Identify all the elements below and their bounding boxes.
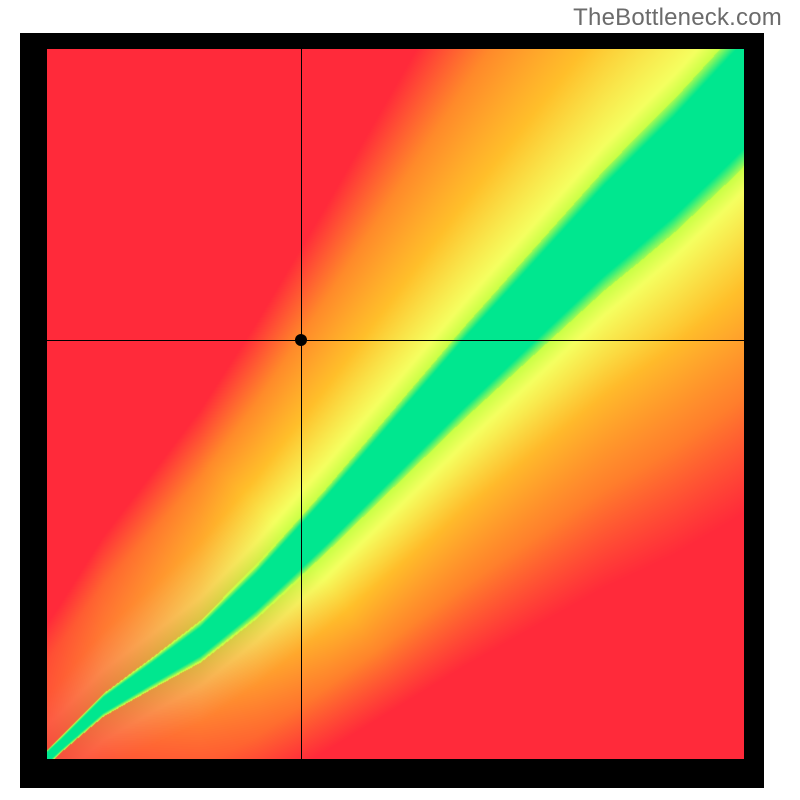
heatmap-canvas [47, 49, 744, 759]
watermark-text: TheBottleneck.com [573, 4, 782, 32]
crosshair-marker-dot [295, 334, 307, 346]
heatmap-plot-area [47, 49, 744, 759]
crosshair-vertical [301, 49, 302, 759]
crosshair-horizontal [47, 340, 744, 341]
chart-outer-frame [20, 33, 764, 788]
